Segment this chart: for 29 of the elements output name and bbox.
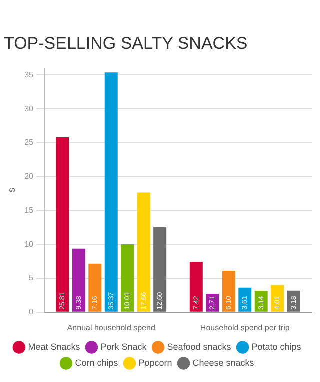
legend-label: Potato chips <box>252 342 302 352</box>
y-tick-label: 30 <box>24 104 34 114</box>
y-tick-label: 15 <box>24 206 34 215</box>
bar <box>121 244 134 312</box>
legend-label: Pork Snack <box>100 342 148 352</box>
bar <box>137 192 150 312</box>
legend-label: Meat Snacks <box>28 342 81 352</box>
legend-label: Cheese snacks <box>192 358 255 368</box>
legend-label: Seafood snacks <box>167 342 232 352</box>
bar <box>88 264 102 312</box>
bar <box>104 72 118 312</box>
y-tick-label: 5 <box>29 274 34 283</box>
y-tick-label: 0 <box>29 308 34 317</box>
legend-label: Popcorn <box>138 358 172 368</box>
bar <box>190 262 203 312</box>
x-tick-label: Household spend per trip <box>200 323 290 332</box>
y-tick-label: 20 <box>24 172 34 182</box>
x-tick-label: Annual household spend <box>67 323 156 332</box>
y-axis-title: $ <box>8 188 18 193</box>
bar <box>72 248 86 312</box>
y-tick-label: 10 <box>24 240 34 249</box>
legend-label: Corn chips <box>75 358 119 368</box>
bar <box>222 271 236 312</box>
bar <box>56 137 70 312</box>
y-tick-label: 25 <box>24 138 34 148</box>
chart-title: TOP-SELLING SALTY SNACKS <box>4 34 248 53</box>
bar <box>154 227 167 312</box>
bar <box>271 285 284 312</box>
y-tick-label: 35 <box>24 70 34 80</box>
